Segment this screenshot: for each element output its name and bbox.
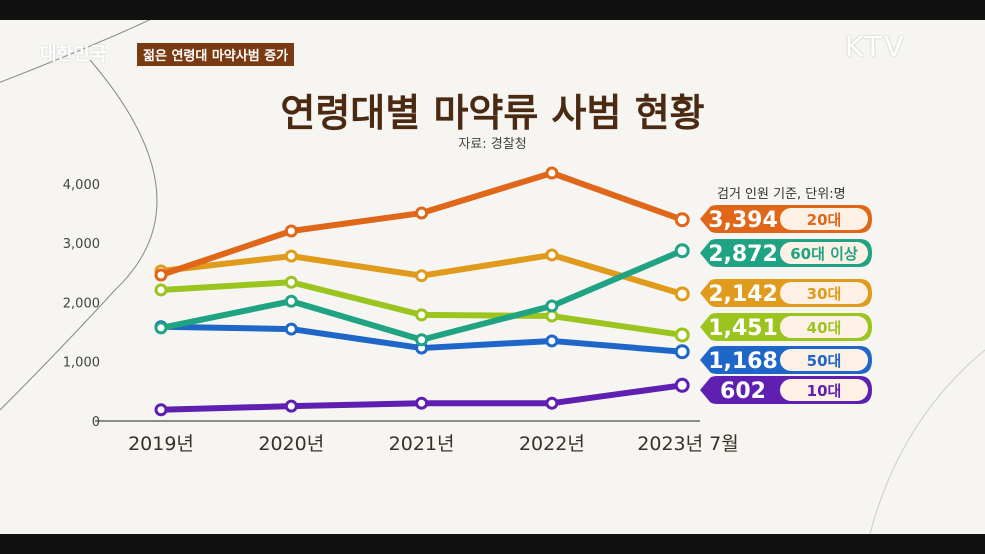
legend-pill: [780, 242, 868, 264]
data-point: [284, 249, 298, 263]
data-point: [674, 243, 690, 259]
data-point: [545, 396, 559, 410]
x-tick-label: 2023년 7월: [637, 433, 738, 455]
y-tick-label: 1,000: [63, 356, 100, 371]
legend-name: 50대: [807, 352, 842, 370]
y-tick-label: 0: [92, 415, 100, 430]
x-tick-label: 2019년: [128, 433, 194, 455]
unit-note: 검거 인원 기준, 단위:명: [717, 187, 846, 202]
data-point: [284, 275, 298, 289]
legend-name: 20대: [807, 211, 842, 229]
legend-value: 2,142: [708, 282, 778, 307]
legend-name: 10대: [807, 382, 842, 400]
y-tick-label: 2,000: [63, 296, 100, 311]
broadcast-frame: 대한민국 젊은 연령대 마약사범 증가 KTV 연령대별 마약류 사범 현황 자…: [0, 20, 985, 534]
y-tick-label: 4,000: [63, 178, 100, 193]
data-point: [674, 377, 690, 393]
data-point: [415, 396, 429, 410]
legend-value: 3,394: [708, 208, 778, 233]
chart-source: 자료: 경찰청: [458, 137, 527, 152]
legend-pill: [780, 208, 868, 230]
chart-title: 연령대별 마약류 사범 현황: [280, 91, 705, 135]
legend-name: 40대: [807, 319, 842, 337]
y-tick-label: 3,000: [63, 237, 100, 252]
data-point: [545, 334, 559, 348]
legend-value: 2,872: [708, 242, 778, 267]
legend-name: 30대: [807, 285, 842, 303]
data-point: [154, 321, 168, 335]
data-point: [415, 333, 429, 347]
legend-pill: [780, 316, 868, 338]
data-point: [545, 309, 559, 323]
line-chart: 0 1,000 2,000 3,000 4,000 2019년 2020년 2021년 2022…: [63, 166, 872, 455]
channel-logo: KTV: [845, 30, 907, 63]
data-point: [154, 268, 168, 282]
legend-name: 60대 이상: [790, 245, 858, 263]
legend-pill: [780, 379, 868, 401]
data-point: [415, 206, 429, 220]
data-point: [154, 403, 168, 417]
program-logo: 대한민국: [40, 44, 107, 65]
data-point: [415, 269, 429, 283]
data-point: [674, 212, 690, 228]
data-point: [284, 322, 298, 336]
legend-pill: [780, 282, 868, 304]
x-tick-label: 2021년: [389, 433, 455, 455]
data-point: [674, 344, 690, 360]
topic-tag: 젊은 연령대 마약사범 증가: [137, 43, 295, 66]
x-tick-label: 2020년: [258, 433, 324, 455]
data-point: [545, 299, 559, 313]
legend-value: 1,168: [708, 349, 778, 374]
legend-value: 602: [720, 379, 766, 404]
legend-value: 1,451: [708, 316, 778, 341]
data-point: [545, 166, 559, 180]
data-point: [415, 308, 429, 322]
x-tick-label: 2022년: [519, 433, 585, 455]
data-point: [284, 224, 298, 238]
background-arc: [0, 20, 985, 534]
data-point: [284, 294, 298, 308]
data-point: [674, 286, 690, 302]
data-point: [674, 327, 690, 343]
legend-pill: [780, 349, 868, 371]
data-point: [545, 248, 559, 262]
data-point: [154, 283, 168, 297]
data-point: [284, 399, 298, 413]
